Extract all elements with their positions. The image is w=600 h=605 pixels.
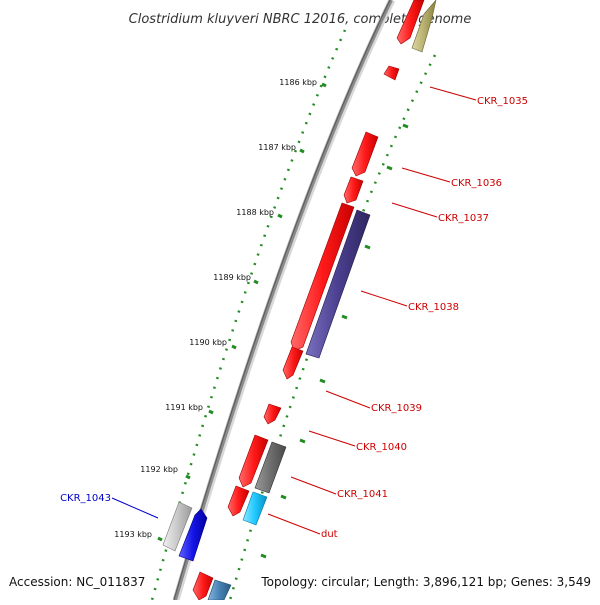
ruler-tick xyxy=(280,494,287,500)
ruler-label: 1187 kbp xyxy=(258,143,296,152)
leader-line xyxy=(308,430,356,447)
gene-label-ckr-1040[interactable]: CKR_1040 xyxy=(356,442,407,453)
ruler-tick xyxy=(277,213,283,219)
gene-label-ckr-1039[interactable]: CKR_1039 xyxy=(371,403,422,414)
gene-feature[interactable] xyxy=(238,434,269,488)
gene-feature[interactable] xyxy=(207,579,232,601)
leader-line xyxy=(290,476,337,495)
ruler-tick xyxy=(402,123,409,129)
gene-label-ckr-1037[interactable]: CKR_1037 xyxy=(438,213,489,224)
gene-feature[interactable] xyxy=(396,0,425,45)
gene-label-ckr-1041[interactable]: CKR_1041 xyxy=(337,489,388,500)
accession-text: Accession: NC_011837 xyxy=(9,575,145,589)
leader-line xyxy=(267,513,321,535)
reverse-strand-genes xyxy=(162,0,425,601)
ruler-tick xyxy=(208,409,214,415)
gene-feature[interactable] xyxy=(242,491,268,526)
ruler-tick xyxy=(299,148,305,154)
ruler-tick xyxy=(319,378,326,384)
gene-label-dut[interactable]: dut xyxy=(321,529,338,540)
ruler-tick xyxy=(231,344,237,350)
gene-feature[interactable] xyxy=(383,65,400,81)
gene-label-ckr-1036[interactable]: CKR_1036 xyxy=(451,178,502,189)
ruler-label: 1193 kbp xyxy=(114,530,152,539)
ruler-label: 1190 kbp xyxy=(189,338,227,347)
gene-feature[interactable] xyxy=(254,441,287,494)
ruler-label: 1192 kbp xyxy=(140,465,178,474)
gene-feature[interactable] xyxy=(305,209,371,359)
ruler-label: 1188 kbp xyxy=(236,208,274,217)
topology-text: Topology: circular; Length: 3,896,121 bp… xyxy=(260,575,591,589)
leader-line xyxy=(111,497,159,519)
gene-feature[interactable] xyxy=(351,131,379,177)
gene-label-ckr-1043[interactable]: CKR_1043 xyxy=(60,493,111,504)
gene-label-ckr-1038[interactable]: CKR_1038 xyxy=(408,302,459,313)
leader-line xyxy=(325,390,371,409)
gene-feature[interactable] xyxy=(411,0,437,53)
forward-strand-genes xyxy=(178,0,437,601)
inner-ruler-ticks xyxy=(260,123,409,559)
label-leaders xyxy=(111,86,477,535)
ruler-label: 1191 kbp xyxy=(165,403,203,412)
gene-feature[interactable] xyxy=(162,501,193,552)
outer-ruler-ticks xyxy=(157,82,327,542)
gene-feature[interactable] xyxy=(178,508,208,562)
gene-feature[interactable] xyxy=(343,176,364,204)
gene-feature[interactable] xyxy=(192,571,214,601)
ruler-tick xyxy=(260,553,267,559)
leader-line xyxy=(429,86,477,101)
leader-line xyxy=(401,167,451,183)
leader-line xyxy=(391,202,438,218)
ruler-tick xyxy=(157,536,163,542)
ruler-tick xyxy=(321,82,327,88)
ruler-tick xyxy=(341,314,348,320)
ruler-tick xyxy=(386,165,393,171)
gene-feature[interactable] xyxy=(282,346,304,380)
ruler-tick xyxy=(364,244,371,250)
backbone-track xyxy=(172,0,396,601)
gene-label-ckr-1035[interactable]: CKR_1035 xyxy=(477,96,528,107)
ruler-label: 1189 kbp xyxy=(213,273,251,282)
ruler-tick xyxy=(185,474,191,480)
ruler-label: 1186 kbp xyxy=(279,78,317,87)
ruler-tick xyxy=(299,438,306,444)
ruler-tick xyxy=(253,279,259,285)
leader-line xyxy=(360,290,408,307)
gene-feature[interactable] xyxy=(263,403,282,425)
gene-feature[interactable] xyxy=(227,485,250,517)
